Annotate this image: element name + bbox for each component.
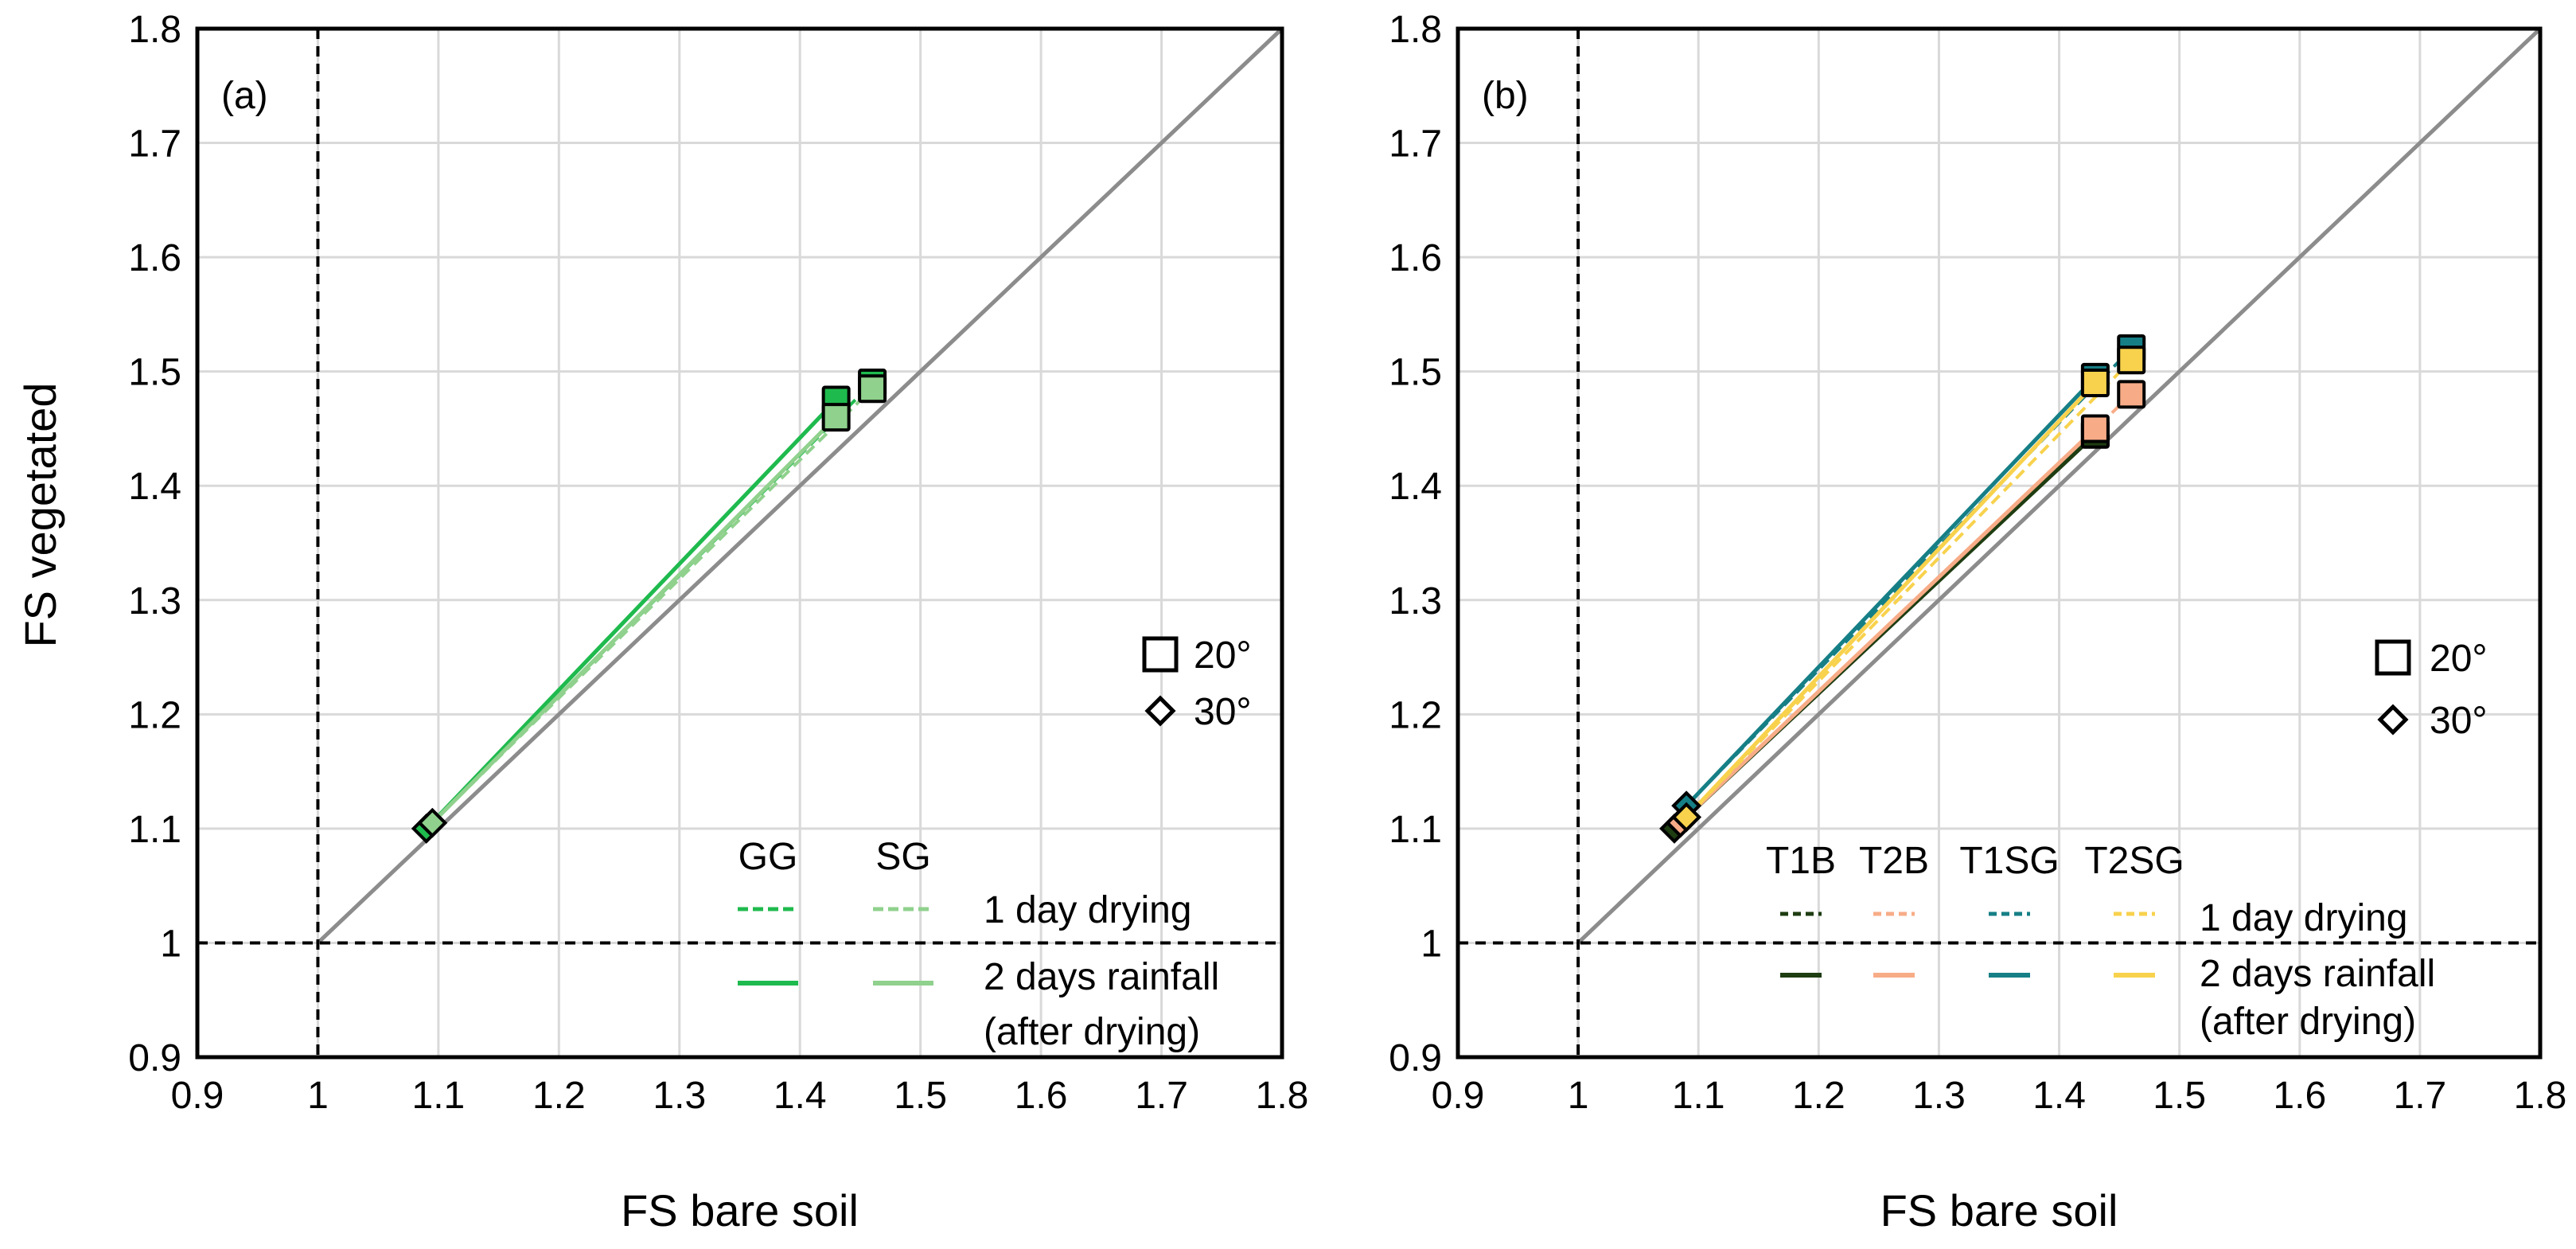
legend-row-label-b-2: (after drying)	[2200, 1001, 2416, 1043]
legend-row-label-b-1: 2 days rainfall	[2200, 953, 2435, 995]
y-tick-label-b: 1.7	[1389, 123, 1442, 166]
y-tick-label-a: 1.8	[128, 9, 181, 51]
identity-line-a	[316, 27, 1284, 945]
data-point-square-a-3	[821, 403, 851, 432]
panel-label-b: (b)	[1482, 75, 1529, 117]
x-tick-label-a: 0.9	[171, 1075, 224, 1117]
legend-group-b-0: T1B	[1766, 840, 1836, 882]
legend-square-marker-b	[2375, 639, 2411, 676]
y-tick-label-b: 1.3	[1389, 580, 1442, 623]
legend-row-label-b-0: 1 day drying	[2200, 897, 2408, 939]
series-line-a-1	[424, 398, 838, 830]
x-tick-label-b: 1.1	[1672, 1075, 1725, 1117]
legend-row-label-a-2: (after drying)	[984, 1011, 1200, 1053]
legend-diamond-marker-a	[1144, 695, 1176, 727]
legend-label-b-20deg: 20°	[2430, 638, 2488, 680]
legend-label-a-30deg: 30°	[1194, 691, 1252, 733]
data-point-square-a-2	[858, 374, 887, 404]
x-tick-label-b: 1.2	[1792, 1075, 1845, 1117]
x-tick-label-a: 1.2	[532, 1075, 586, 1117]
data-point-square-b-2	[2117, 380, 2146, 409]
x-tick-label-a: 1.3	[653, 1075, 706, 1117]
y-tick-label-a: 1.6	[128, 237, 181, 279]
y-tick-label-b: 1.5	[1389, 352, 1442, 394]
legend-row-label-a-1: 2 days rainfall	[984, 956, 1219, 998]
y-axis-title: FS vegetated	[15, 382, 65, 647]
x-tick-label-a: 1.4	[774, 1075, 827, 1117]
x-tick-label-b: 1.8	[2514, 1075, 2567, 1117]
x-tick-label-b: 1.6	[2273, 1075, 2326, 1117]
x-tick-label-b: 1.4	[2032, 1075, 2086, 1117]
x-tick-label-b: 1.3	[1912, 1075, 1966, 1117]
x-tick-label-b: 0.9	[1432, 1075, 1485, 1117]
y-tick-label-a: 1.2	[128, 694, 181, 736]
x-tick-label-b: 1.7	[2394, 1075, 2447, 1117]
x-axis-title-a: FS bare soil	[621, 1185, 859, 1235]
y-tick-label-a: 1.3	[128, 580, 181, 623]
data-point-square-b-6	[2117, 345, 2146, 375]
identity-line-b	[1576, 27, 2542, 945]
x-axis-title-b: FS bare soil	[1880, 1185, 2118, 1235]
plot-frame-a	[195, 26, 1284, 1060]
panel-a: 0.9 1 1.1 1.2 1.3 1.4 1.5 1.6 1.7 1.8 0.9 1 1.1 1.2 1.…	[128, 9, 1308, 1235]
panel-b: 0.9 1 1.1 1.2 1.3 1.4 1.5 1.6 1.7 1.8 0.9 1 1.1 1.2 1.…	[1389, 9, 2566, 1235]
y-tick-label-a: 1.1	[128, 809, 181, 851]
legend-label-b-30deg: 30°	[2430, 700, 2488, 742]
data-point-diamond-a-3	[417, 807, 448, 838]
data-point-square-b-7	[2080, 369, 2110, 398]
y-tick-label-b: 1.1	[1389, 809, 1442, 851]
legend-diamond-marker-b	[2377, 704, 2409, 736]
y-tick-label-b: 1.4	[1389, 466, 1442, 508]
x-tick-label-a: 1.7	[1135, 1075, 1188, 1117]
x-tick-label-a: 1.1	[412, 1075, 466, 1117]
y-tick-label-a: 1.4	[128, 466, 181, 508]
series-line-b-3	[1678, 427, 2097, 825]
x-tick-label-a: 1.5	[894, 1075, 947, 1117]
series-line-b-7	[1685, 381, 2097, 819]
legend-row-label-a-0: 1 day drying	[984, 889, 1192, 931]
x-tick-label-a: 1.6	[1015, 1075, 1068, 1117]
legend-group-b-1: T2B	[1859, 840, 1929, 882]
series-line-a-3	[431, 416, 838, 825]
data-point-square-b-3	[2080, 414, 2110, 443]
legend-group-a-0: GG	[739, 836, 798, 878]
x-tick-label-a: 1.8	[1256, 1075, 1309, 1117]
panel-label-a: (a)	[221, 75, 268, 117]
y-tick-label-a: 0.9	[128, 1037, 181, 1079]
y-tick-label-a: 1.5	[128, 352, 181, 394]
plot-frame-b	[1456, 26, 2543, 1060]
y-tick-label-a: 1.7	[128, 123, 181, 166]
legend-group-b-3: T2SG	[2084, 840, 2184, 882]
y-tick-label-b: 0.9	[1389, 1037, 1442, 1079]
y-tick-label-b: 1.6	[1389, 237, 1442, 279]
legend-group-b-2: T1SG	[1959, 840, 2059, 882]
series-line-a-2	[431, 387, 874, 825]
y-tick-label-b: 1.2	[1389, 694, 1442, 736]
legend-label-a-20deg: 20°	[1194, 634, 1252, 677]
y-tick-label-b: 1.8	[1389, 9, 1442, 51]
x-tick-label-b: 1	[1568, 1075, 1589, 1117]
y-tick-label-a: 1	[160, 923, 181, 965]
x-tick-label-b: 1.5	[2153, 1075, 2206, 1117]
data-point-diamond-b-7	[1671, 802, 1701, 833]
series-line-b-5	[1685, 376, 2097, 807]
x-tick-label-a: 1	[307, 1075, 329, 1117]
legend-group-a-1: SG	[875, 836, 930, 878]
y-tick-label-b: 1	[1421, 923, 1442, 965]
legend-square-marker-a	[1142, 636, 1179, 673]
